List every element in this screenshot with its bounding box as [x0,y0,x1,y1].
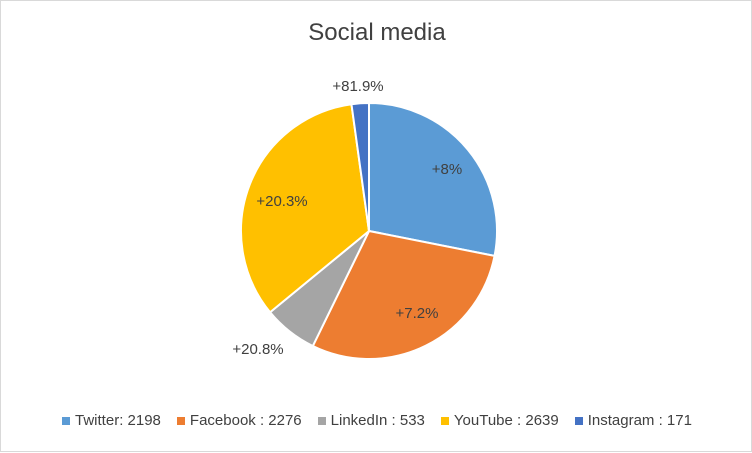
legend-label: LinkedIn : 533 [330,412,425,429]
legend-label: Instagram : 171 [587,412,692,429]
chart-legend: Twitter: 2198 Facebook : 2276 LinkedIn : 5… [1,412,752,429]
data-label-facebook: +7.2% [396,305,439,322]
chart-title: Social media [308,19,446,46]
legend-label: Facebook : 2276 [189,412,302,429]
legend-swatch [440,416,449,425]
pie-slice-twitter [368,101,498,258]
data-label-twitter: +8% [432,161,462,178]
legend-label: YouTube : 2639 [453,412,559,429]
legend-item-instagram: Instagram : 171 [574,412,692,429]
data-label-instagram: +81.9% [332,78,383,95]
legend-item-twitter: Twitter: 2198 [62,412,161,429]
pie-slice-facebook [311,229,496,360]
data-label-linkedin: +20.8% [232,341,283,358]
legend-swatch [62,416,71,425]
legend-item-youtube: YouTube : 2639 [440,412,559,429]
legend-item-linkedin: LinkedIn : 533 [317,412,425,429]
legend-swatch [574,416,583,425]
pie-slice-instagram [350,101,370,232]
pie-slice-youtube [240,103,371,314]
data-label-youtube: +20.3% [256,193,307,210]
legend-item-facebook: Facebook : 2276 [176,412,302,429]
legend-swatch [317,416,326,425]
legend-swatch [176,416,185,425]
legend-label: Twitter: 2198 [75,412,161,429]
